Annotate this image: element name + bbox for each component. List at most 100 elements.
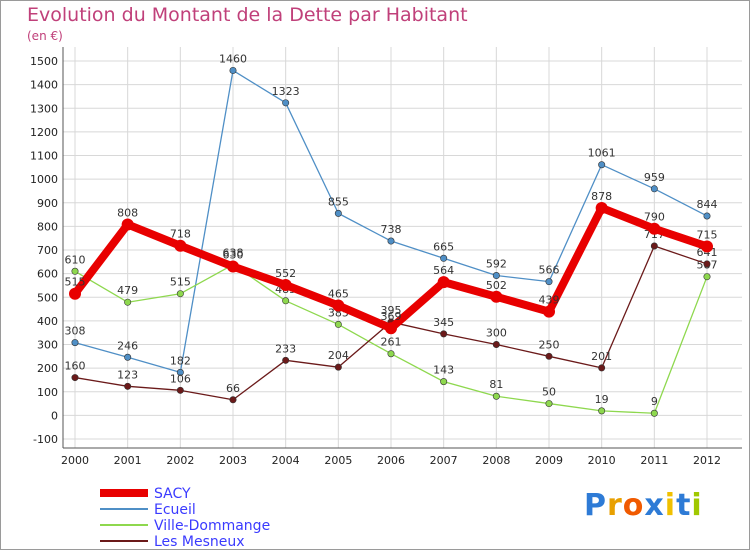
data-label: 465 xyxy=(328,288,349,301)
data-label: 1323 xyxy=(272,85,300,98)
data-label: 250 xyxy=(539,338,560,351)
x-tick-label: 2010 xyxy=(588,454,616,467)
data-point xyxy=(124,353,132,361)
data-label: 665 xyxy=(433,240,454,253)
data-label: 878 xyxy=(591,190,612,203)
data-label: 479 xyxy=(117,284,138,297)
data-point xyxy=(229,66,237,74)
legend-label: Les Mesneux xyxy=(154,534,245,550)
data-label: 638 xyxy=(223,247,244,260)
data-point xyxy=(69,287,81,300)
data-point xyxy=(71,339,79,347)
data-point xyxy=(648,222,661,235)
data-label: 564 xyxy=(433,264,454,277)
y-tick-label: -100 xyxy=(33,433,58,446)
data-label: 718 xyxy=(170,228,191,241)
data-point xyxy=(332,299,345,312)
x-tick-label: 2002 xyxy=(166,454,194,467)
data-point xyxy=(703,273,711,281)
data-label: 9 xyxy=(651,395,658,408)
data-point xyxy=(598,364,606,372)
data-point xyxy=(387,350,395,358)
data-point xyxy=(492,392,500,400)
y-tick-label: 600 xyxy=(37,268,58,281)
data-label: 592 xyxy=(486,258,507,271)
y-tick-label: 100 xyxy=(37,386,58,399)
data-label: 123 xyxy=(117,368,138,381)
x-tick-label: 2003 xyxy=(219,454,247,467)
data-point xyxy=(229,396,237,404)
data-label: 808 xyxy=(117,206,138,219)
y-tick-label: 1100 xyxy=(30,150,58,163)
data-label: 552 xyxy=(275,267,296,280)
logo-letter: o xyxy=(622,488,645,523)
legend-label: Ville-Dommange xyxy=(154,518,270,534)
chart-title: Evolution du Montant de la Dette par Hab… xyxy=(27,4,468,26)
data-point xyxy=(334,363,342,371)
data-point xyxy=(176,386,184,394)
data-point xyxy=(124,298,132,306)
data-label: 959 xyxy=(644,171,665,184)
data-label: 1460 xyxy=(219,52,247,65)
data-point xyxy=(595,201,608,214)
data-point xyxy=(282,356,290,364)
data-label: 50 xyxy=(542,386,556,399)
y-tick-label: 1400 xyxy=(30,79,58,92)
data-point xyxy=(387,237,395,245)
data-point xyxy=(227,260,239,273)
y-tick-label: 1500 xyxy=(30,55,58,68)
data-label: 566 xyxy=(539,264,560,277)
y-tick-label: 1300 xyxy=(30,102,58,115)
data-point xyxy=(334,320,342,328)
data-label: 204 xyxy=(328,349,349,362)
data-point xyxy=(440,378,448,386)
data-point xyxy=(174,239,187,252)
data-point xyxy=(650,185,658,193)
data-point xyxy=(650,409,658,417)
data-label: 844 xyxy=(697,198,718,211)
data-label: 160 xyxy=(65,360,86,373)
data-point xyxy=(545,400,553,408)
data-point xyxy=(492,340,500,348)
data-point xyxy=(71,374,79,382)
x-tick-label: 2007 xyxy=(430,454,458,467)
plot-area xyxy=(63,47,742,448)
data-point xyxy=(703,260,711,268)
x-tick-label: 2001 xyxy=(114,454,142,467)
data-point xyxy=(176,368,184,376)
data-point xyxy=(121,218,134,231)
data-label: 630 xyxy=(223,249,244,262)
unit-label: (en €) xyxy=(27,29,63,43)
y-tick-label: 500 xyxy=(37,291,58,304)
data-point xyxy=(543,305,555,318)
data-label: 395 xyxy=(381,304,402,317)
x-tick-label: 2009 xyxy=(535,454,563,467)
data-label: 715 xyxy=(697,228,718,241)
logo-letter: P xyxy=(584,488,607,523)
data-point xyxy=(334,209,342,217)
x-tick-label: 2005 xyxy=(324,454,352,467)
data-label: 345 xyxy=(433,316,454,329)
x-tick-label: 2000 xyxy=(61,454,89,467)
x-tick-label: 2004 xyxy=(272,454,300,467)
y-tick-label: 700 xyxy=(37,244,58,257)
logo-letter: t xyxy=(676,488,692,523)
data-point xyxy=(490,290,503,303)
data-point xyxy=(282,297,290,305)
data-point xyxy=(71,267,79,275)
data-point xyxy=(701,240,713,253)
x-tick-label: 2011 xyxy=(640,454,668,467)
data-label: 66 xyxy=(226,382,240,395)
y-tick-label: 900 xyxy=(37,197,58,210)
data-point xyxy=(176,290,184,298)
data-label: 502 xyxy=(486,279,507,292)
legend-label: SACY xyxy=(154,486,191,502)
data-point xyxy=(437,276,450,289)
data-point xyxy=(650,242,658,250)
data-point xyxy=(703,212,711,220)
logo-letter: i xyxy=(691,488,703,523)
data-label: 308 xyxy=(65,325,86,338)
data-point xyxy=(124,382,132,390)
data-label: 515 xyxy=(170,276,191,289)
